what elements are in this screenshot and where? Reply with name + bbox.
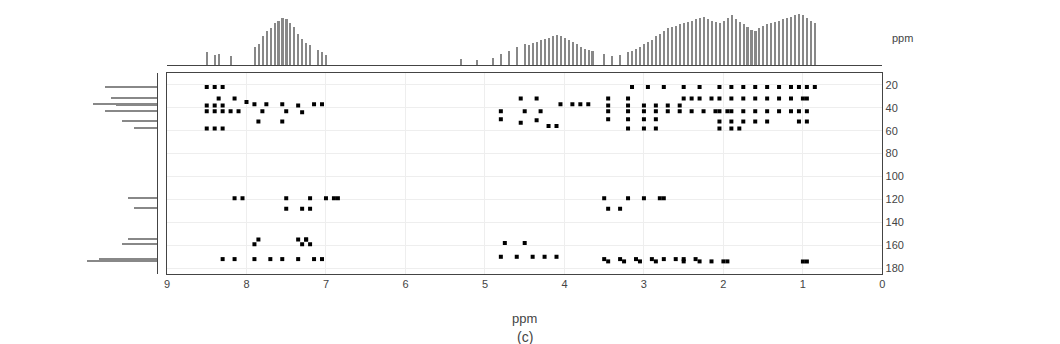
svg-text:3: 3 [641, 278, 647, 290]
svg-text:7: 7 [323, 278, 329, 290]
svg-text:120: 120 [886, 193, 904, 205]
svg-text:5: 5 [482, 278, 488, 290]
svg-text:100: 100 [886, 170, 904, 182]
svg-text:6: 6 [402, 278, 408, 290]
svg-text:8: 8 [243, 278, 249, 290]
svg-text:160: 160 [886, 239, 904, 251]
svg-text:(c): (c) [517, 329, 533, 344]
svg-text:40: 40 [886, 102, 898, 114]
svg-text:2: 2 [720, 278, 726, 290]
svg-text:180: 180 [886, 262, 904, 274]
svg-text:60: 60 [886, 125, 898, 137]
svg-text:140: 140 [886, 216, 904, 228]
svg-text:9: 9 [164, 278, 170, 290]
svg-text:ppm: ppm [892, 32, 913, 44]
svg-text:ppm: ppm [512, 311, 537, 326]
svg-text:4: 4 [561, 278, 567, 290]
svg-text:20: 20 [886, 79, 898, 91]
svg-text:0: 0 [879, 278, 885, 290]
svg-text:80: 80 [886, 147, 898, 159]
svg-text:1: 1 [800, 278, 806, 290]
